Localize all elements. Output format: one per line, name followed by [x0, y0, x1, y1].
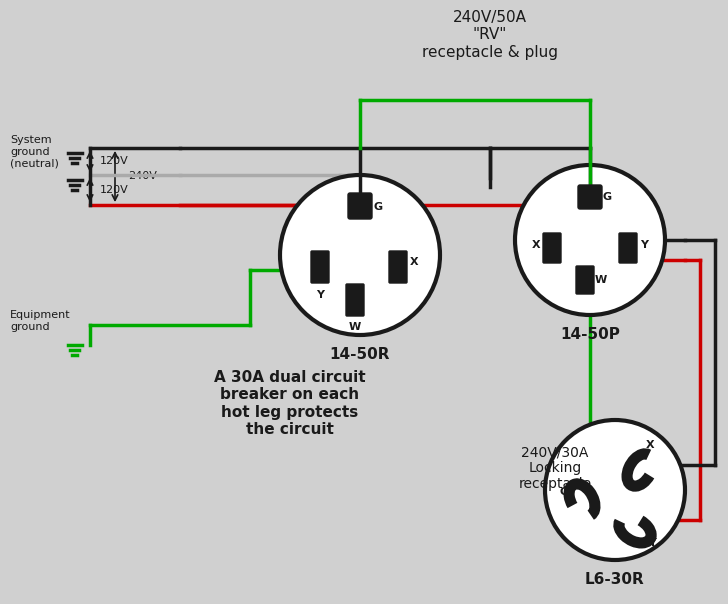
Text: 14-50R: 14-50R — [330, 347, 390, 362]
Text: W: W — [595, 275, 607, 285]
Text: 14-50P: 14-50P — [560, 327, 620, 342]
FancyBboxPatch shape — [389, 251, 407, 283]
Circle shape — [545, 420, 685, 560]
Text: X: X — [646, 440, 654, 450]
Text: G: G — [603, 192, 612, 202]
Text: Equipment
ground: Equipment ground — [10, 310, 71, 332]
FancyBboxPatch shape — [348, 193, 372, 219]
FancyBboxPatch shape — [346, 284, 364, 316]
Text: G: G — [560, 487, 569, 497]
FancyBboxPatch shape — [543, 233, 561, 263]
FancyBboxPatch shape — [311, 251, 329, 283]
FancyBboxPatch shape — [578, 185, 602, 209]
Text: G: G — [374, 202, 383, 212]
Text: A 30A dual circuit
breaker on each
hot leg protects
the circuit: A 30A dual circuit breaker on each hot l… — [214, 370, 365, 437]
Text: System
ground
(neutral): System ground (neutral) — [10, 135, 59, 168]
FancyBboxPatch shape — [619, 233, 637, 263]
Text: 240V: 240V — [128, 171, 157, 181]
Text: 120V: 120V — [100, 185, 129, 195]
Text: Y: Y — [316, 290, 324, 300]
Text: Y: Y — [640, 240, 648, 250]
Circle shape — [280, 175, 440, 335]
Text: 240V/30A
Locking
receptacle: 240V/30A Locking receptacle — [518, 445, 592, 492]
Text: X: X — [410, 257, 419, 267]
Text: 120V: 120V — [100, 156, 129, 166]
Text: 240V/50A
"RV"
receptacle & plug: 240V/50A "RV" receptacle & plug — [422, 10, 558, 60]
Text: X: X — [531, 240, 540, 250]
Circle shape — [515, 165, 665, 315]
Text: L6-30R: L6-30R — [585, 572, 645, 587]
Text: Y: Y — [648, 538, 656, 548]
FancyBboxPatch shape — [576, 266, 594, 294]
Text: W: W — [349, 322, 361, 332]
